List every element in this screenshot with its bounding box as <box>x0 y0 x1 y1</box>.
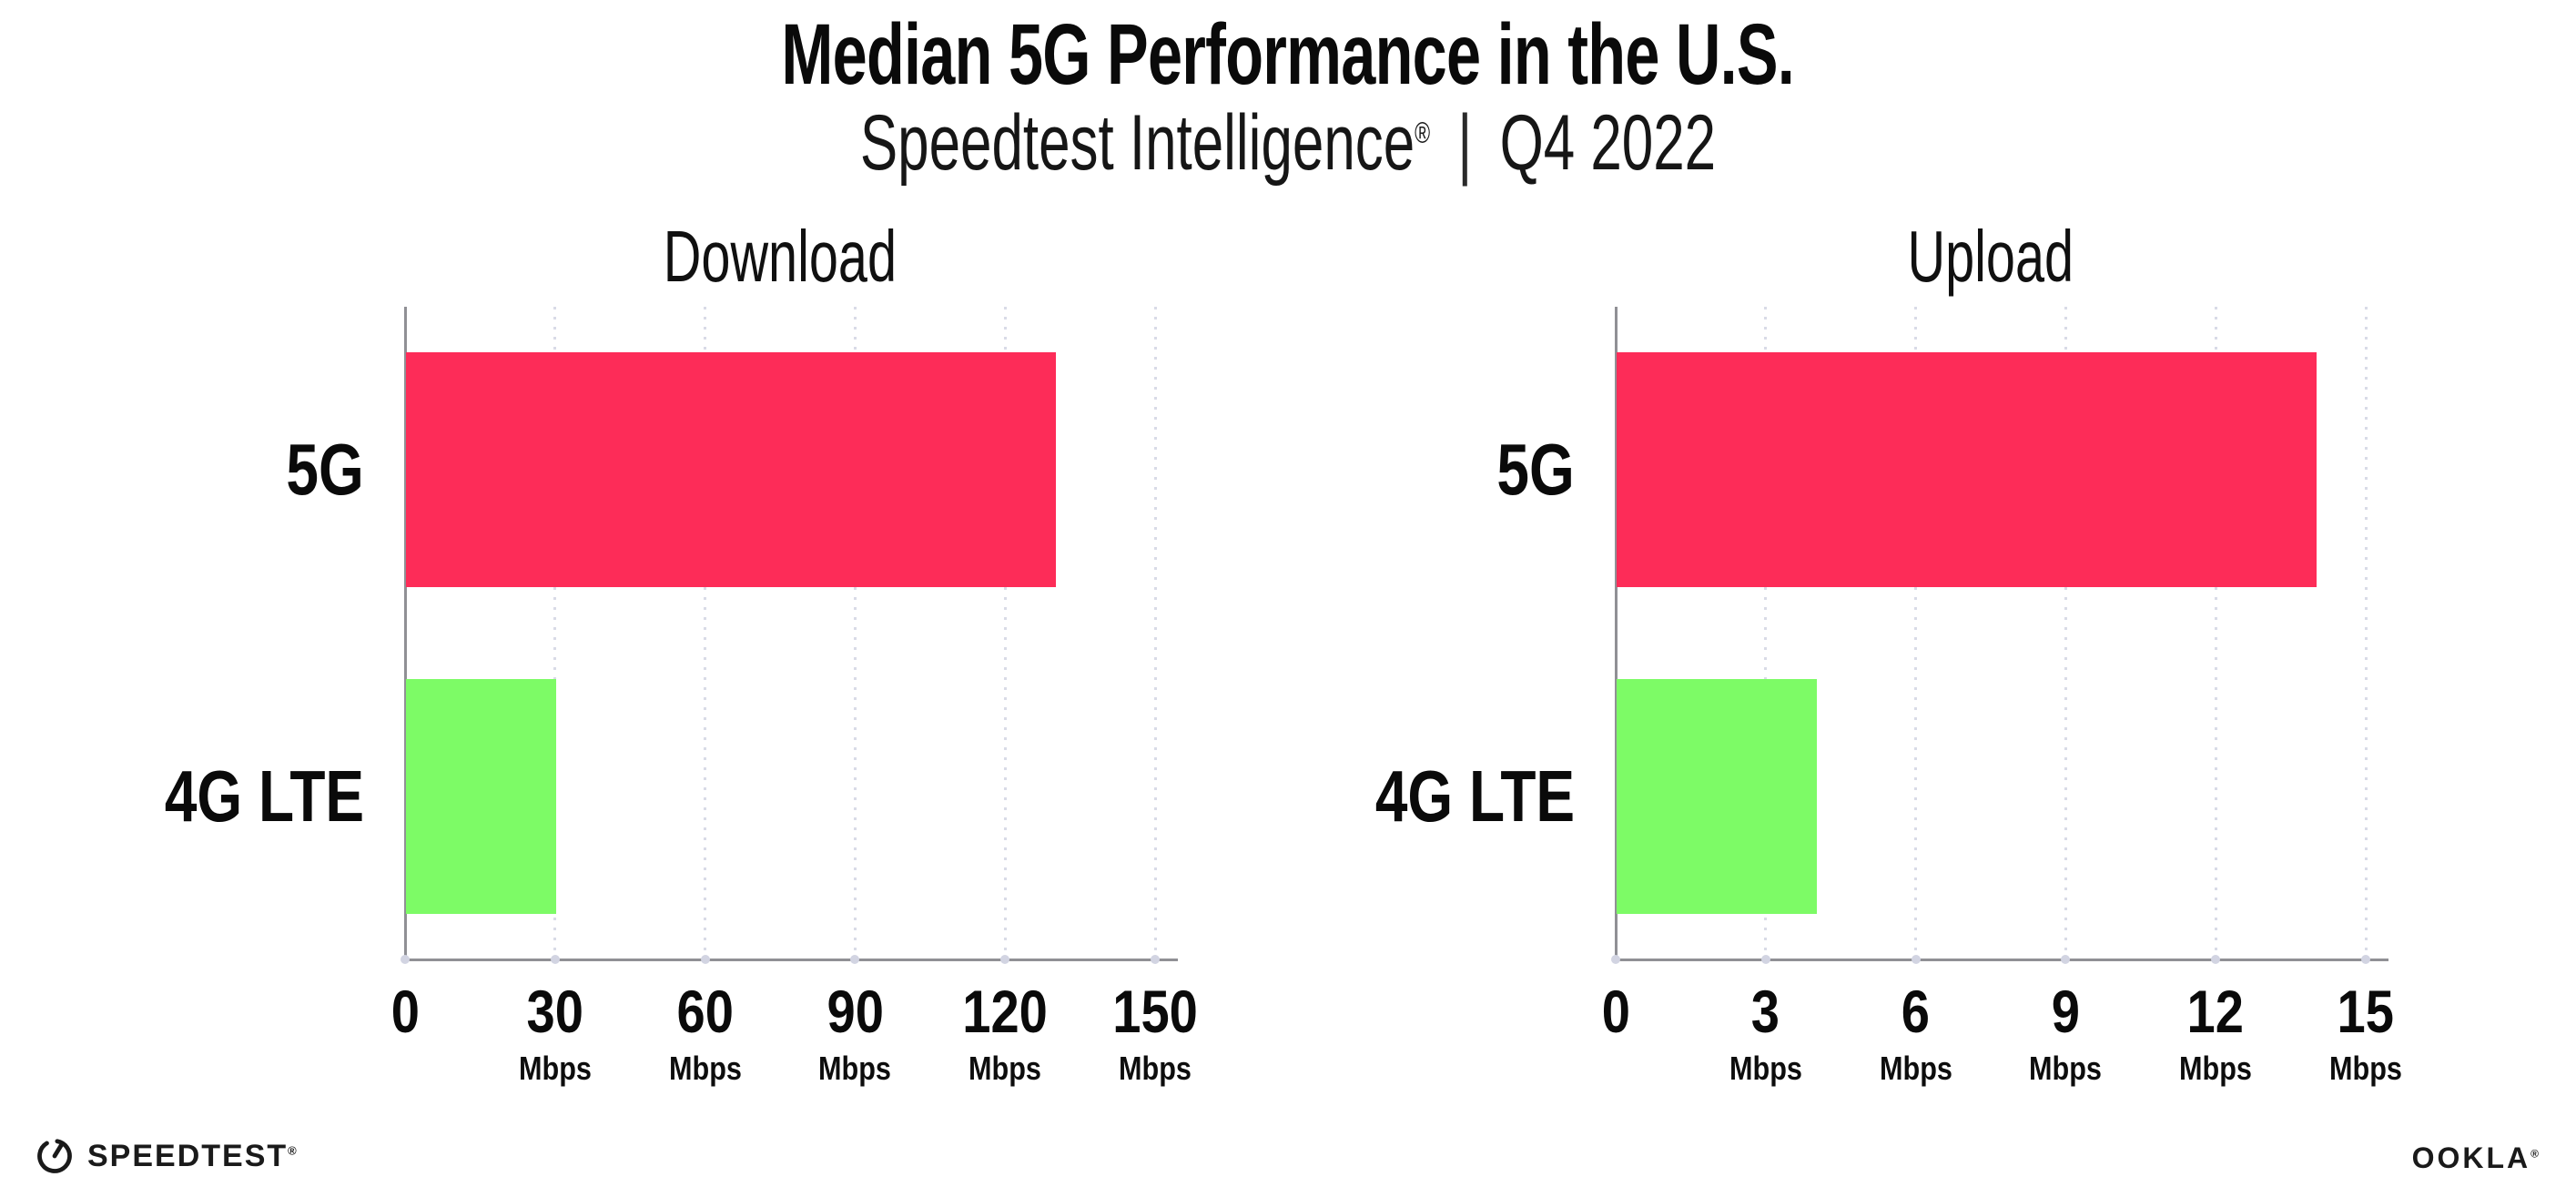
x-tick-unit: Mbps <box>2329 1050 2402 1087</box>
x-tick-label: 90 Mbps <box>764 981 946 1085</box>
gridline <box>2064 307 2067 959</box>
axis-tick-dot <box>700 955 710 964</box>
x-tick-unit: Mbps <box>1729 1050 1802 1087</box>
category-label-text: 5G <box>1496 429 1575 510</box>
x-tick-label: 6 Mbps <box>1825 981 2007 1085</box>
category-label-4g-lte: 4G LTE <box>1183 755 1575 838</box>
axis-tick-dot <box>1151 955 1160 964</box>
axis-tick-dot <box>850 955 860 964</box>
x-tick-label: 9 Mbps <box>1974 981 2156 1085</box>
speedtest-trademark-icon: ® <box>288 1143 299 1158</box>
x-tick-unit: Mbps <box>1119 1050 1192 1087</box>
x-tick-value: 90 <box>827 978 884 1045</box>
x-tick-label: 120 Mbps <box>914 981 1096 1085</box>
bar-4g-lte <box>1617 679 1817 914</box>
x-tick-unit: Mbps <box>969 1050 1042 1087</box>
x-tick-value: 30 <box>526 978 583 1045</box>
gridline <box>2214 307 2217 959</box>
x-tick-value: 60 <box>676 978 734 1045</box>
gridline <box>2364 307 2368 959</box>
bar-4g-lte <box>406 679 556 914</box>
speedtest-gauge-icon <box>37 1139 72 1173</box>
upload-chart-title: Upload <box>1907 216 2074 297</box>
x-tick-label: 60 Mbps <box>614 981 796 1085</box>
axis-tick-dot <box>1760 955 1770 964</box>
gridline <box>853 307 857 959</box>
axis-tick-dot <box>2361 955 2370 964</box>
axis-tick-dot <box>2211 955 2221 964</box>
axis-tick-dot <box>1000 955 1010 964</box>
x-tick-value: 120 <box>962 978 1048 1045</box>
x-tick-label: 30 Mbps <box>464 981 646 1085</box>
x-tick-value: 0 <box>1601 978 1630 1045</box>
ookla-wordmark: OOKLA <box>2411 1141 2531 1174</box>
axis-tick-dot <box>1611 955 1620 964</box>
page-title-text: Median 5G Performance in the U.S. <box>781 6 1795 103</box>
x-tick-unit: Mbps <box>2029 1050 2103 1087</box>
bar-5g <box>406 352 1056 587</box>
gridline <box>1764 307 1768 959</box>
gridline <box>1914 307 1918 959</box>
category-label-text: 4G LTE <box>164 756 364 837</box>
x-tick-value: 12 <box>2186 978 2245 1045</box>
x-tick-value: 0 <box>390 978 420 1045</box>
x-tick-unit: Mbps <box>668 1050 742 1087</box>
category-label-5g: 5G <box>1183 428 1575 512</box>
speedtest-wordmark: SPEEDTEST® <box>87 1138 299 1173</box>
gridline <box>553 307 557 959</box>
subtitle-period: Q4 2022 <box>1499 99 1717 187</box>
x-tick-unit: Mbps <box>818 1050 892 1087</box>
gridline <box>1003 307 1007 959</box>
speedtest-logo: SPEEDTEST® <box>35 1136 299 1176</box>
x-tick-label: 0 <box>1525 981 1707 1041</box>
x-tick-value: 3 <box>1751 978 1780 1045</box>
page-title: Median 5G Performance in the U.S. <box>0 5 2576 105</box>
x-tick-unit: Mbps <box>518 1050 592 1087</box>
registered-trademark-icon: ® <box>1415 116 1431 149</box>
gridline <box>1153 307 1157 959</box>
axis-tick-dot <box>2061 955 2071 964</box>
gridline <box>704 307 707 959</box>
bar-5g <box>1617 352 2317 587</box>
x-tick-value: 6 <box>1901 978 1931 1045</box>
axis-tick-dot <box>401 955 410 964</box>
x-tick-label: 0 <box>314 981 496 1041</box>
x-tick-unit: Mbps <box>1879 1050 1952 1087</box>
subtitle-brand: Speedtest Intelligence <box>859 99 1415 187</box>
x-tick-label: 15 Mbps <box>2275 981 2457 1085</box>
ookla-logo: OOKLA® <box>2412 1141 2541 1175</box>
x-tick-value: 9 <box>2051 978 2080 1045</box>
x-tick-label: 150 Mbps <box>1064 981 1246 1085</box>
x-tick-unit: Mbps <box>2179 1050 2253 1087</box>
x-axis <box>404 959 1178 961</box>
category-label-text: 4G LTE <box>1374 756 1575 837</box>
y-axis <box>1615 307 1618 960</box>
category-label-4g-lte: 4G LTE <box>0 755 364 838</box>
category-label-text: 5G <box>286 429 364 510</box>
x-tick-label: 3 Mbps <box>1675 981 1857 1085</box>
ookla-trademark-icon: ® <box>2530 1147 2541 1161</box>
x-tick-label: 12 Mbps <box>2125 981 2307 1085</box>
x-tick-value: 15 <box>2337 978 2395 1045</box>
x-axis <box>1615 959 2388 961</box>
axis-tick-dot <box>1911 955 1921 964</box>
y-axis <box>404 307 407 960</box>
x-tick-value: 150 <box>1112 978 1198 1045</box>
axis-tick-dot <box>550 955 560 964</box>
page-subtitle-text: Speedtest Intelligence® | Q4 2022 <box>860 98 1716 188</box>
page-subtitle: Speedtest Intelligence® | Q4 2022 <box>0 98 2576 188</box>
download-chart-title: Download <box>663 216 898 297</box>
subtitle-separator: | <box>1457 99 1473 187</box>
category-label-5g: 5G <box>0 428 364 512</box>
